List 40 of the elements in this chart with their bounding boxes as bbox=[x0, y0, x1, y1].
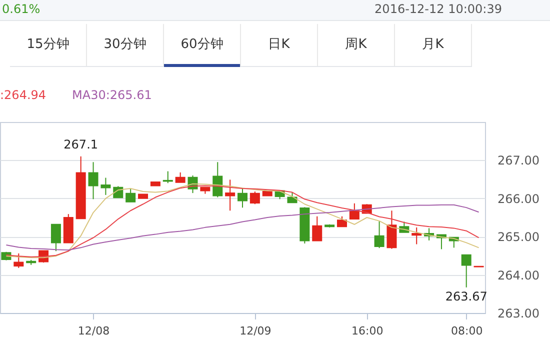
y-tick-label: 263.00 bbox=[498, 306, 540, 320]
text: :264.94 bbox=[0, 88, 46, 102]
text: 2016-12-12 10:00:39 bbox=[374, 2, 502, 16]
candlestick bbox=[374, 220, 384, 249]
candlestick bbox=[14, 252, 24, 268]
x-tick-label: 12/08 bbox=[78, 324, 110, 338]
line-series bbox=[6, 204, 480, 250]
candlestick bbox=[175, 172, 186, 183]
candlestick bbox=[349, 202, 360, 220]
candlestick bbox=[412, 226, 422, 245]
candlestick bbox=[50, 224, 61, 252]
text: 0.61% bbox=[2, 2, 40, 16]
candlestick bbox=[225, 179, 236, 212]
x-tick-label: 16:00 bbox=[352, 324, 384, 338]
text: 60分钟 bbox=[164, 24, 241, 66]
y-tick-label: 264.00 bbox=[498, 268, 540, 282]
text: 月K bbox=[395, 24, 472, 66]
candlestick bbox=[100, 177, 111, 196]
candlestick bbox=[461, 254, 472, 288]
annotation: 267.1 bbox=[64, 137, 98, 152]
text: MA30:265.61 bbox=[72, 88, 152, 102]
candlestick bbox=[386, 210, 397, 250]
y-tick-label: 266.00 bbox=[498, 192, 540, 206]
annotation: 263.67 bbox=[445, 289, 488, 304]
candlestick bbox=[336, 216, 347, 228]
candlestick bbox=[250, 191, 260, 205]
text: 日K bbox=[241, 24, 318, 66]
text: 30分钟 bbox=[87, 24, 164, 66]
y-tick-label: 265.00 bbox=[498, 230, 540, 244]
candlestick bbox=[212, 162, 223, 198]
candlestick bbox=[126, 188, 136, 202]
x-tick-label: 12/09 bbox=[240, 324, 272, 338]
candlestick bbox=[162, 170, 173, 184]
text: 15分钟 bbox=[10, 24, 87, 66]
x-tick-label: 08:00 bbox=[450, 324, 483, 338]
y-tick-label: 267.00 bbox=[498, 154, 540, 168]
candlestick bbox=[238, 188, 248, 208]
text: 周K bbox=[318, 24, 395, 66]
candlestick bbox=[312, 216, 322, 242]
candlestick bbox=[88, 162, 98, 200]
